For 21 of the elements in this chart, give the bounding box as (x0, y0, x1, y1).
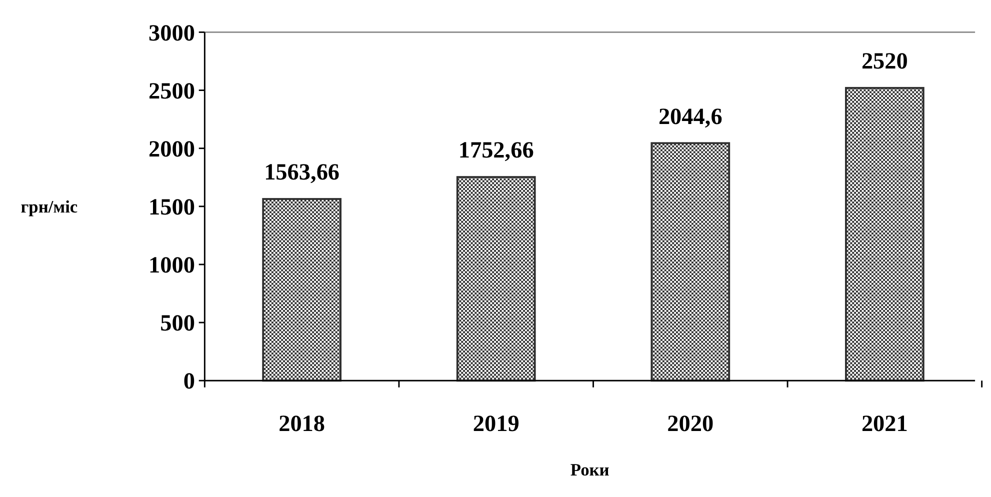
bar (844, 86, 924, 382)
x-tick-label: 2018 (278, 410, 326, 437)
y-tick-label: 2000 (148, 136, 195, 162)
data-label: 1752,66 (458, 138, 534, 164)
data-label: 1563,66 (264, 160, 340, 186)
y-tick-label: 2500 (148, 78, 195, 104)
data-label: 2044,6 (658, 104, 722, 130)
data-label: 2520 (861, 48, 908, 75)
x-tick-label: 2021 (861, 410, 908, 437)
y-axis-title: грн/міс (20, 196, 78, 216)
y-tick-label: 0 (183, 368, 195, 395)
x-tick-label: 2019 (472, 410, 520, 437)
y-tick-label: 1500 (148, 194, 195, 221)
x-tick-label: 2020 (667, 410, 714, 437)
y-tick-label: 3000 (148, 20, 195, 46)
x-axis-title: Роки (570, 459, 610, 480)
bar (456, 176, 536, 382)
y-tick-label: 1000 (148, 252, 195, 279)
bar (650, 142, 730, 382)
y-tick-label: 500 (160, 310, 195, 337)
bar (262, 198, 342, 382)
